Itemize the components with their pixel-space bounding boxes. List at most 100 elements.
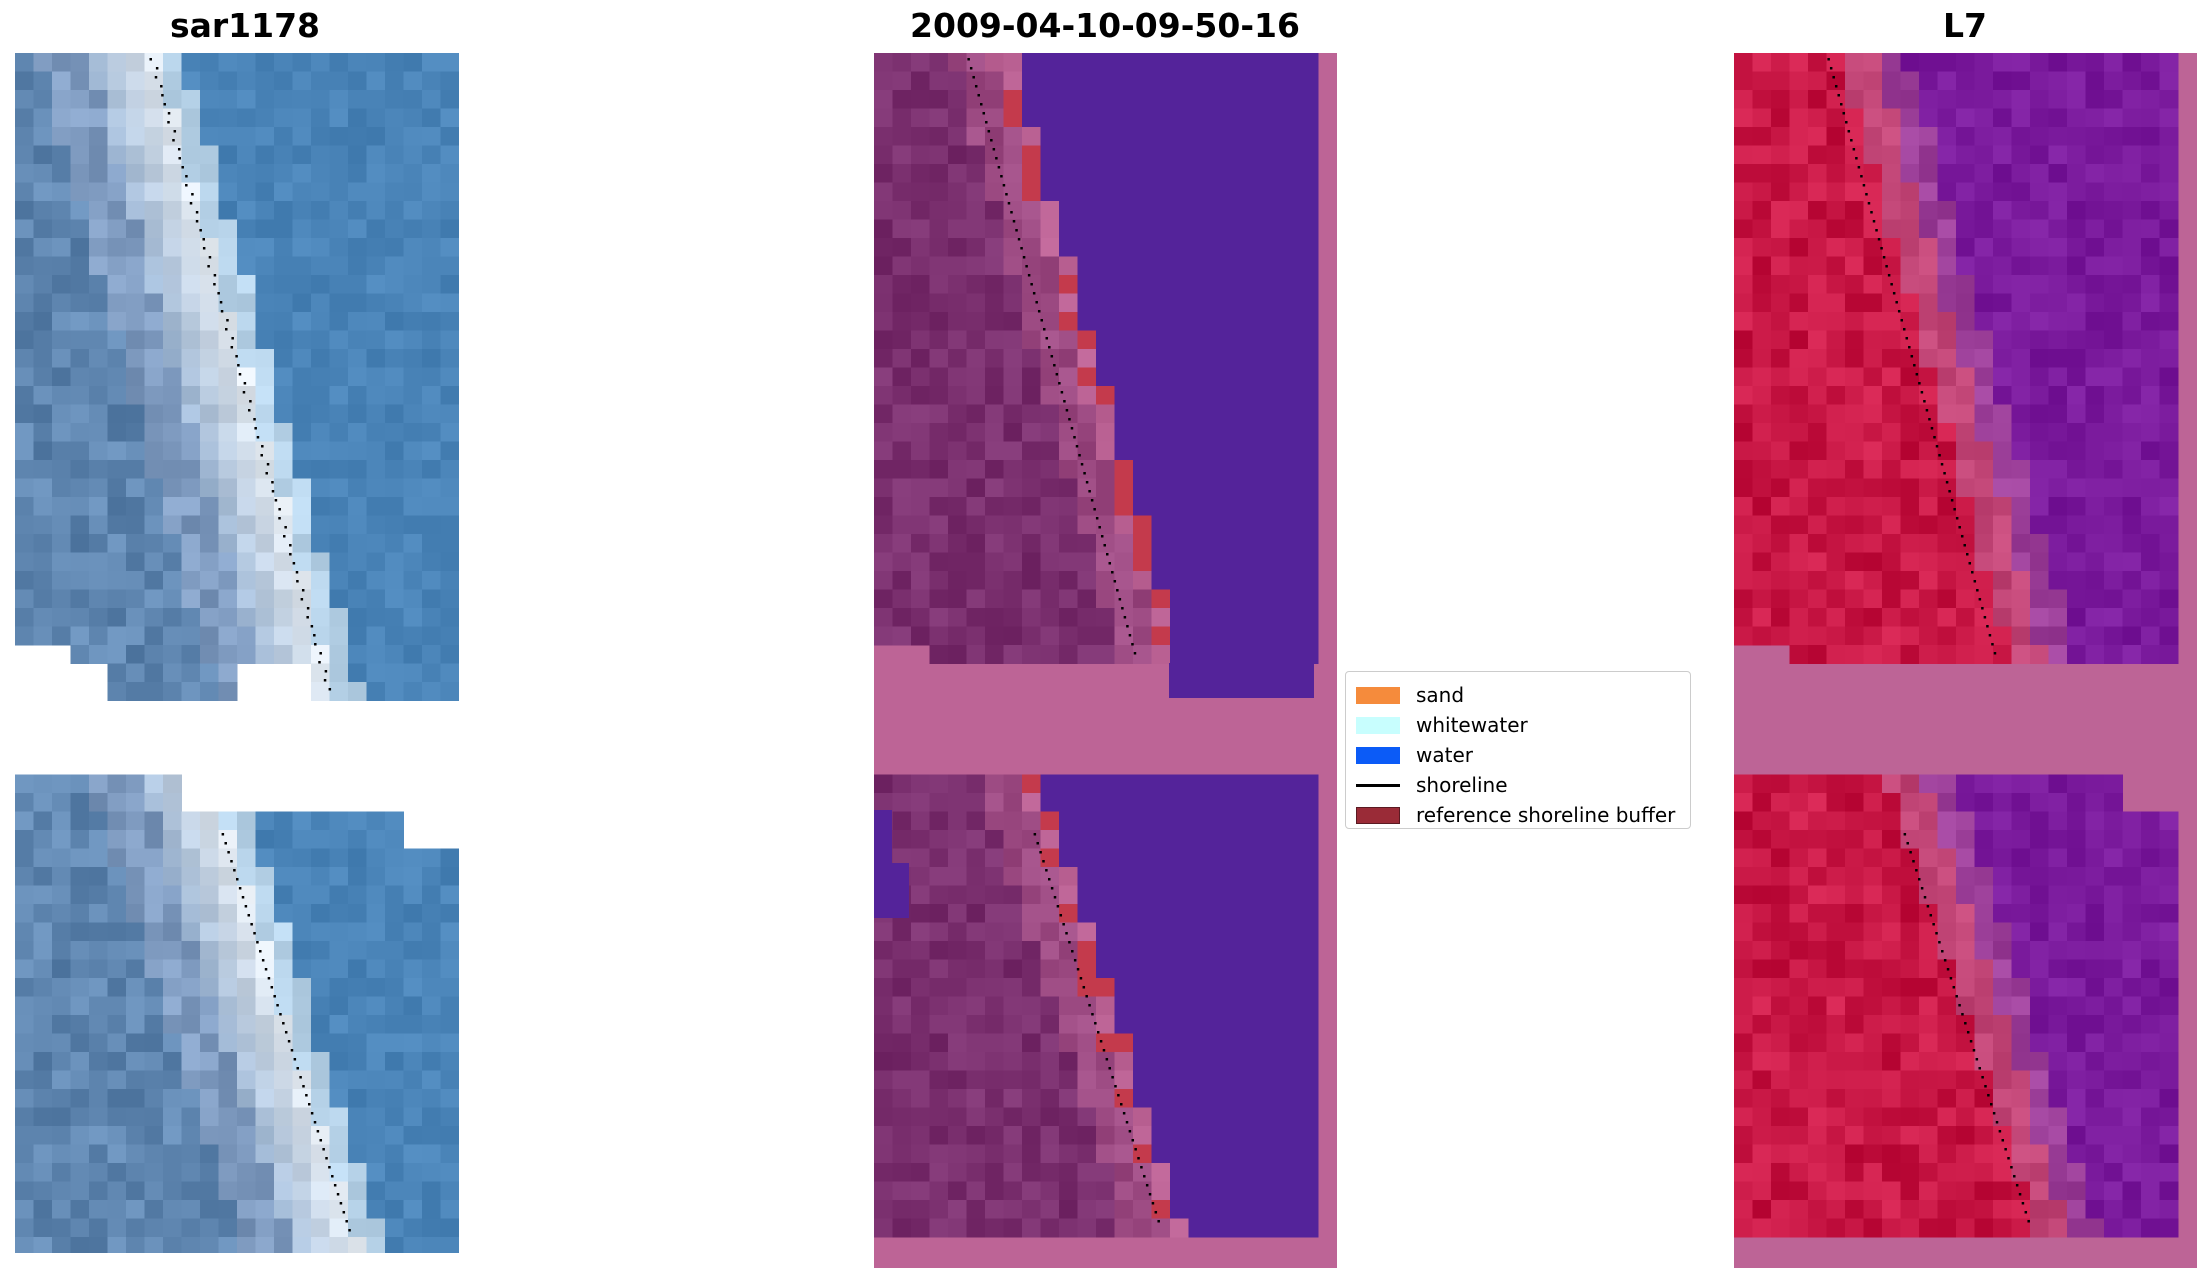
shoreline-dot — [1073, 436, 1076, 439]
shoreline-dot — [1118, 598, 1122, 601]
shoreline-dot — [1975, 1058, 1979, 1061]
shoreline-dot — [1946, 968, 1950, 971]
shoreline-dot — [319, 1139, 323, 1142]
shoreline-dot — [1955, 995, 1958, 998]
shoreline-dot — [296, 1067, 299, 1070]
shoreline-dot — [980, 103, 983, 106]
shoreline-dot — [1128, 1130, 1132, 1133]
shoreline-dot — [336, 1193, 340, 1196]
panel-title-classified: 2009-04-10-09-50-16 — [910, 6, 1300, 45]
shoreline-dot — [1981, 1076, 1984, 1079]
shoreline-dot — [1126, 625, 1129, 628]
shoreline-dot — [1030, 283, 1033, 286]
classified-image — [874, 53, 1337, 1268]
shoreline-dot — [990, 139, 993, 142]
falsecolor-image-panel — [1734, 53, 2197, 1268]
shoreline-line-icon — [1356, 783, 1400, 787]
shoreline-dot — [1065, 932, 1068, 935]
shoreline-dot — [1940, 463, 1944, 466]
shoreline-dot — [1088, 1004, 1091, 1007]
shoreline-dot — [1992, 1112, 1996, 1115]
shoreline-dot — [1865, 193, 1868, 196]
shoreline-dot — [1993, 652, 1997, 655]
shoreline-dot — [1852, 148, 1856, 151]
rgb-image-panel — [15, 53, 459, 1253]
shoreline-dot — [1100, 535, 1104, 538]
shoreline-dot — [241, 896, 245, 899]
shoreline-dot — [256, 941, 259, 944]
shoreline-dot — [302, 1085, 305, 1088]
shoreline-dot — [1923, 896, 1927, 899]
shoreline-dot — [167, 121, 170, 124]
shoreline-dot — [261, 445, 264, 448]
shoreline-dot — [1953, 508, 1956, 511]
shoreline-dot — [977, 94, 980, 97]
shoreline-dot — [1984, 1085, 1987, 1088]
legend-item: reference shoreline buffer — [1356, 800, 1680, 830]
shoreline-dot — [1872, 220, 1876, 223]
shoreline-dot — [995, 157, 998, 160]
shoreline-dot — [1123, 616, 1127, 619]
shoreline-dot — [1890, 283, 1893, 286]
shoreline-dot — [274, 499, 278, 502]
shoreline-dot — [199, 229, 202, 232]
shoreline-dot — [1076, 968, 1080, 971]
shoreline-dot — [1981, 607, 1984, 610]
shoreline-dot — [1065, 409, 1069, 412]
shoreline-dot — [154, 76, 158, 79]
sand-swatch — [1356, 686, 1400, 704]
shoreline-dot — [279, 1013, 282, 1016]
shoreline-dot — [238, 373, 242, 376]
shoreline-dot — [310, 625, 314, 628]
shoreline-dot — [185, 184, 188, 187]
shoreline-dot — [1125, 1121, 1129, 1124]
shoreline-dot — [1050, 887, 1054, 890]
shoreline-dot — [1932, 923, 1935, 926]
shoreline-dot — [301, 589, 305, 592]
shoreline-dot — [1117, 1094, 1120, 1097]
shoreline-dot — [1085, 481, 1089, 484]
shoreline-dot — [1938, 941, 1941, 944]
water-swatch — [1356, 746, 1400, 764]
shoreline-dot — [1926, 905, 1930, 908]
shoreline-dot — [1829, 67, 1833, 70]
shoreline-dot — [195, 211, 199, 214]
shoreline-dot — [306, 607, 310, 610]
shoreline-dot — [2004, 1148, 2007, 1151]
shoreline-dot — [1096, 1031, 1100, 1034]
shoreline-dot — [1855, 157, 1858, 160]
shoreline-dot — [331, 1175, 334, 1178]
shoreline-dot — [1941, 950, 1944, 953]
shoreline-dot — [260, 454, 263, 457]
shoreline-dot — [985, 121, 988, 124]
shoreline-dot — [1122, 1112, 1126, 1115]
shoreline-dot — [1943, 472, 1946, 475]
shoreline-dot — [1128, 634, 1132, 637]
shoreline-dot — [322, 1148, 325, 1151]
shoreline-dot — [1035, 301, 1038, 304]
shoreline-dot — [266, 463, 270, 466]
shoreline-dot — [1995, 1121, 1999, 1124]
shoreline-dot — [1121, 607, 1124, 610]
buffer-swatch — [1356, 806, 1400, 824]
shoreline-dot — [287, 1040, 291, 1043]
shoreline-dot — [1834, 85, 1838, 88]
shoreline-dot — [253, 932, 256, 935]
shoreline-dot — [1903, 833, 1907, 836]
shoreline-dot — [283, 535, 286, 538]
legend-label: whitewater — [1416, 713, 1528, 737]
shoreline-dot — [1920, 887, 1924, 890]
shoreline-dot — [1114, 1085, 1117, 1088]
shoreline-dot — [342, 1211, 346, 1214]
shoreline-dot — [1862, 184, 1866, 187]
shoreline-dot — [2007, 1157, 2010, 1160]
shoreline-dot — [267, 977, 271, 980]
shoreline-dot — [1048, 878, 1051, 881]
shoreline-dot — [2013, 1175, 2016, 1178]
shoreline-dot — [1133, 652, 1137, 655]
shoreline-dot — [1037, 310, 1041, 313]
shoreline-dot — [310, 1112, 314, 1115]
shoreline-dot — [1036, 842, 1039, 845]
shoreline-dot — [256, 436, 260, 439]
shoreline-dot — [219, 301, 223, 304]
